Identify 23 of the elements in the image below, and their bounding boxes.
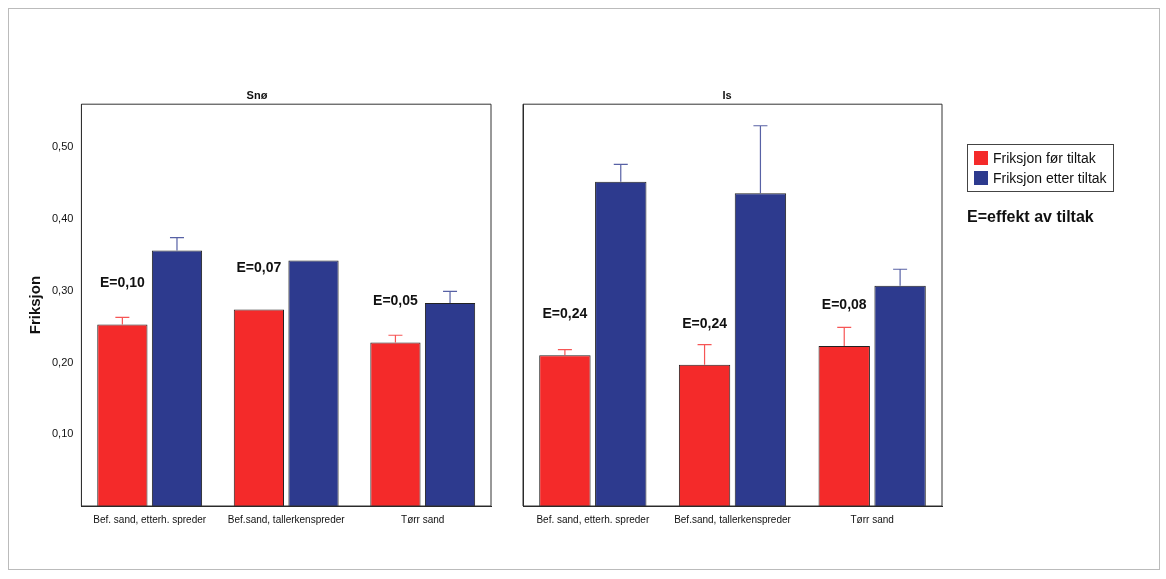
annotation: E=0,05 — [373, 292, 419, 309]
y-tick-label: 0,20 — [51, 355, 74, 368]
x-tick-label: Bef. sand, etterh. spreder — [93, 513, 207, 525]
y-axis-title: Friksjon — [26, 275, 44, 335]
chart-title: Snø — [246, 88, 268, 101]
x-tick-label: Bef.sand, tallerkenspreder — [227, 513, 346, 525]
annotation: E=0,10 — [99, 274, 145, 291]
chart-title: Is — [722, 88, 732, 101]
x-tick-label: Tørr sand — [850, 513, 894, 525]
x-tick-label: Tørr sand — [401, 513, 445, 525]
legend-label: Friksjon etter tiltak — [993, 169, 1107, 188]
y-tick-label: 0,50 — [51, 140, 74, 153]
y-tick-label: 0,10 — [51, 427, 74, 440]
text: E=effekt av tiltak — [967, 208, 1095, 226]
annotation: E=0,24 — [542, 305, 588, 322]
legend-label: Friksjon før tiltak — [993, 149, 1096, 168]
annotation: E=0,07 — [236, 259, 282, 276]
annotation: E=0,08 — [821, 295, 867, 312]
y-tick-label: 0,40 — [51, 212, 74, 225]
annotation: E=0,24 — [682, 314, 728, 331]
x-tick-label: Bef. sand, etterh. spreder — [536, 513, 650, 525]
x-tick-label: Bef.sand, tallerkenspreder — [674, 513, 792, 525]
y-tick-label: 0,30 — [51, 283, 74, 296]
